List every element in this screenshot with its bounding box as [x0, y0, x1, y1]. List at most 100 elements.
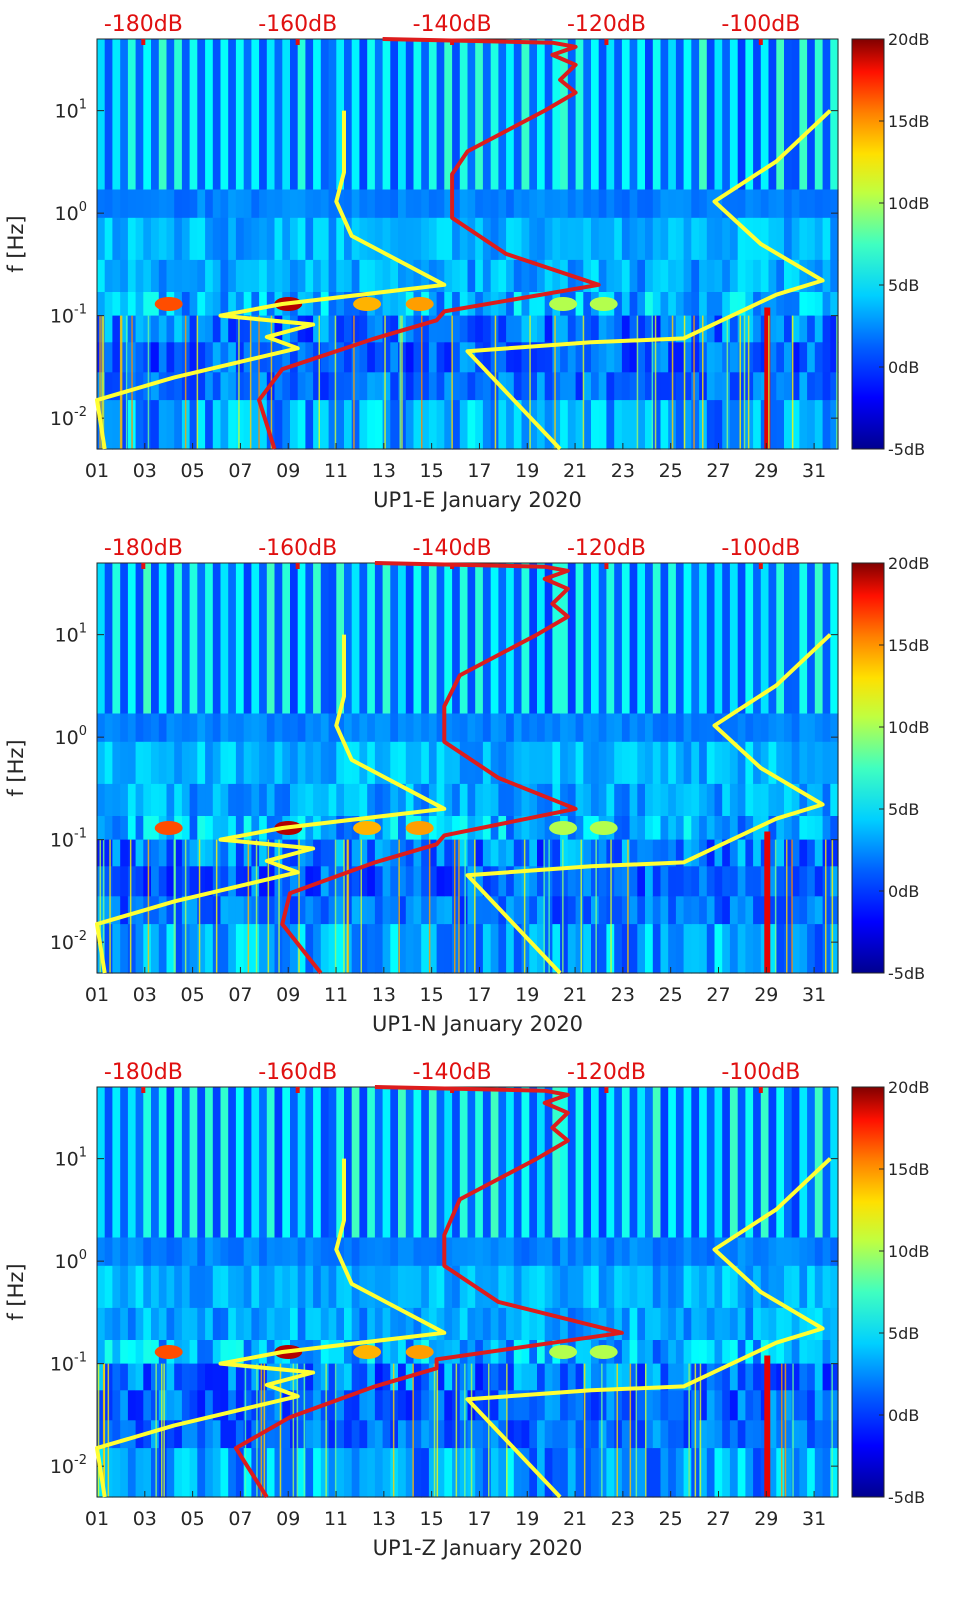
y-tick-label: 10-1	[50, 303, 87, 328]
top-axis-db-label: -140dB	[413, 1060, 492, 1085]
top-axis-db-label: -160dB	[258, 536, 337, 561]
colorbar-tick-label: 10dB	[888, 194, 930, 213]
x-tick-label: 27	[706, 460, 730, 482]
x-tick-label: 25	[659, 1508, 683, 1530]
colorbar: 20dB 15dB 10dB 5dB 0dB -5dB	[851, 1078, 930, 1507]
x-tick-label: 23	[611, 984, 635, 1006]
x-tick-label: 23	[611, 1508, 635, 1530]
x-tick-label: 03	[133, 984, 157, 1006]
top-axis-db-label: -120dB	[567, 1060, 646, 1085]
colorbar-tick-label: 0dB	[888, 1406, 919, 1425]
x-tick-label: 31	[802, 984, 826, 1006]
x-tick-label: 23	[611, 460, 635, 482]
x-tick-label: 01	[85, 460, 109, 482]
median-line	[233, 1085, 624, 1499]
x-tick-label: 19	[515, 460, 539, 482]
spectrogram-image	[97, 1087, 839, 1498]
top-axis-db-label: -180dB	[104, 12, 183, 37]
colorbar-tick-label: 10dB	[888, 718, 930, 737]
colorbar-tick-label: 5dB	[888, 276, 919, 295]
x-tick-label: 25	[659, 984, 683, 1006]
x-tick-label: 09	[276, 460, 300, 482]
y-tick-label: 10-2	[50, 1453, 87, 1478]
median-line	[280, 561, 578, 975]
spectrogram-panel-3: 01 03 05 07 09 11 13 15 17 19 21 23 25 27 29 31 UP1-Z Ja…	[4, 1060, 930, 1560]
spectrogram-image	[97, 563, 839, 974]
spectrogram-image	[97, 39, 839, 450]
top-axis-db-label: -100dB	[721, 12, 800, 37]
top-axis-db-label: -140dB	[413, 536, 492, 561]
x-tick-label: 11	[324, 1508, 348, 1530]
x-tick-label: 13	[372, 984, 396, 1006]
x-tick-label: 13	[372, 1508, 396, 1530]
x-tick-label: 07	[228, 984, 252, 1006]
x-tick-label: 27	[706, 984, 730, 1006]
axes-frame	[96, 562, 839, 974]
y-tick-label: 10-1	[50, 827, 87, 852]
y-tick-label: 101	[55, 98, 87, 123]
y-tick-label: 101	[55, 1146, 87, 1171]
x-tick-label: 15	[420, 1508, 444, 1530]
colorbar-tick-label: 15dB	[888, 112, 930, 131]
x-tick-label: 17	[467, 460, 491, 482]
y-axis-label: f [Hz]	[4, 215, 28, 272]
x-tick-label: 05	[181, 1508, 205, 1530]
x-tick-label: 07	[228, 1508, 252, 1530]
y-tick-label: 100	[55, 200, 87, 225]
top-axis-db-label: -180dB	[104, 1060, 183, 1085]
y-axis-label: f [Hz]	[4, 739, 28, 796]
y-tick-label: 10-1	[50, 1351, 87, 1376]
x-tick-label: 11	[324, 984, 348, 1006]
x-tick-label: 03	[133, 460, 157, 482]
colorbar-tick-label: -5dB	[888, 440, 925, 459]
x-axis-label: UP1-E January 2020	[373, 488, 582, 512]
colorbar-tick-label: 0dB	[888, 358, 919, 377]
x-tick-label: 31	[802, 1508, 826, 1530]
colorbar-tick-label: 15dB	[888, 636, 930, 655]
colorbar-tick-label: 15dB	[888, 1160, 930, 1179]
colorbar-tick-label: 20dB	[888, 554, 930, 573]
top-axis-db-label: -180dB	[104, 536, 183, 561]
top-axis-db-label: -140dB	[413, 12, 492, 37]
x-tick-label: 27	[706, 1508, 730, 1530]
x-tick-label: 03	[133, 1508, 157, 1530]
y-tick-label: 100	[55, 1248, 87, 1273]
x-tick-label: 01	[85, 1508, 109, 1530]
colorbar-tick-label: 0dB	[888, 882, 919, 901]
x-tick-label: 15	[420, 460, 444, 482]
spectrogram-panel-1: 01 03 05 07 09 11 13 15 17 19 21 23 25 27 29 31 UP1-E Ja…	[4, 12, 930, 512]
colorbar-tick-label: 5dB	[888, 800, 919, 819]
x-tick-label: 21	[563, 460, 587, 482]
x-tick-label: 21	[563, 984, 587, 1006]
x-tick-label: 29	[754, 460, 778, 482]
spectrogram-panel-2: 01 03 05 07 09 11 13 15 17 19 21 23 25 27 29 31 UP1-N Ja…	[4, 536, 930, 1036]
x-tick-label: 17	[467, 1508, 491, 1530]
colorbar-tick-label: 20dB	[888, 30, 930, 49]
x-axis-label: UP1-N January 2020	[372, 1012, 583, 1036]
x-tick-label: 01	[85, 984, 109, 1006]
noise-model-high-line	[465, 109, 832, 451]
x-tick-label: 07	[228, 460, 252, 482]
y-tick-label: 100	[55, 724, 87, 749]
x-tick-label: 17	[467, 984, 491, 1006]
x-tick-label: 21	[563, 1508, 587, 1530]
noise-model-low-line	[95, 1158, 447, 1498]
y-tick-label: 10-2	[50, 929, 87, 954]
x-tick-label: 05	[181, 984, 205, 1006]
x-tick-label: 09	[276, 1508, 300, 1530]
top-axis-db-label: -100dB	[721, 1060, 800, 1085]
x-tick-label: 13	[372, 460, 396, 482]
top-axis-db-label: -120dB	[567, 12, 646, 37]
colorbar-tick-label: -5dB	[888, 1488, 925, 1507]
x-tick-label: 09	[276, 984, 300, 1006]
colorbar-tick-label: 10dB	[888, 1242, 930, 1261]
y-tick-label: 10-2	[50, 405, 87, 430]
median-line	[257, 37, 601, 450]
colorbar-tick-label: -5dB	[888, 964, 925, 983]
x-tick-label: 25	[659, 460, 683, 482]
x-axis-label: UP1-Z January 2020	[373, 1536, 583, 1560]
y-axis-label: f [Hz]	[4, 1263, 28, 1320]
x-tick-label: 11	[324, 460, 348, 482]
y-tick-label: 101	[55, 622, 87, 647]
